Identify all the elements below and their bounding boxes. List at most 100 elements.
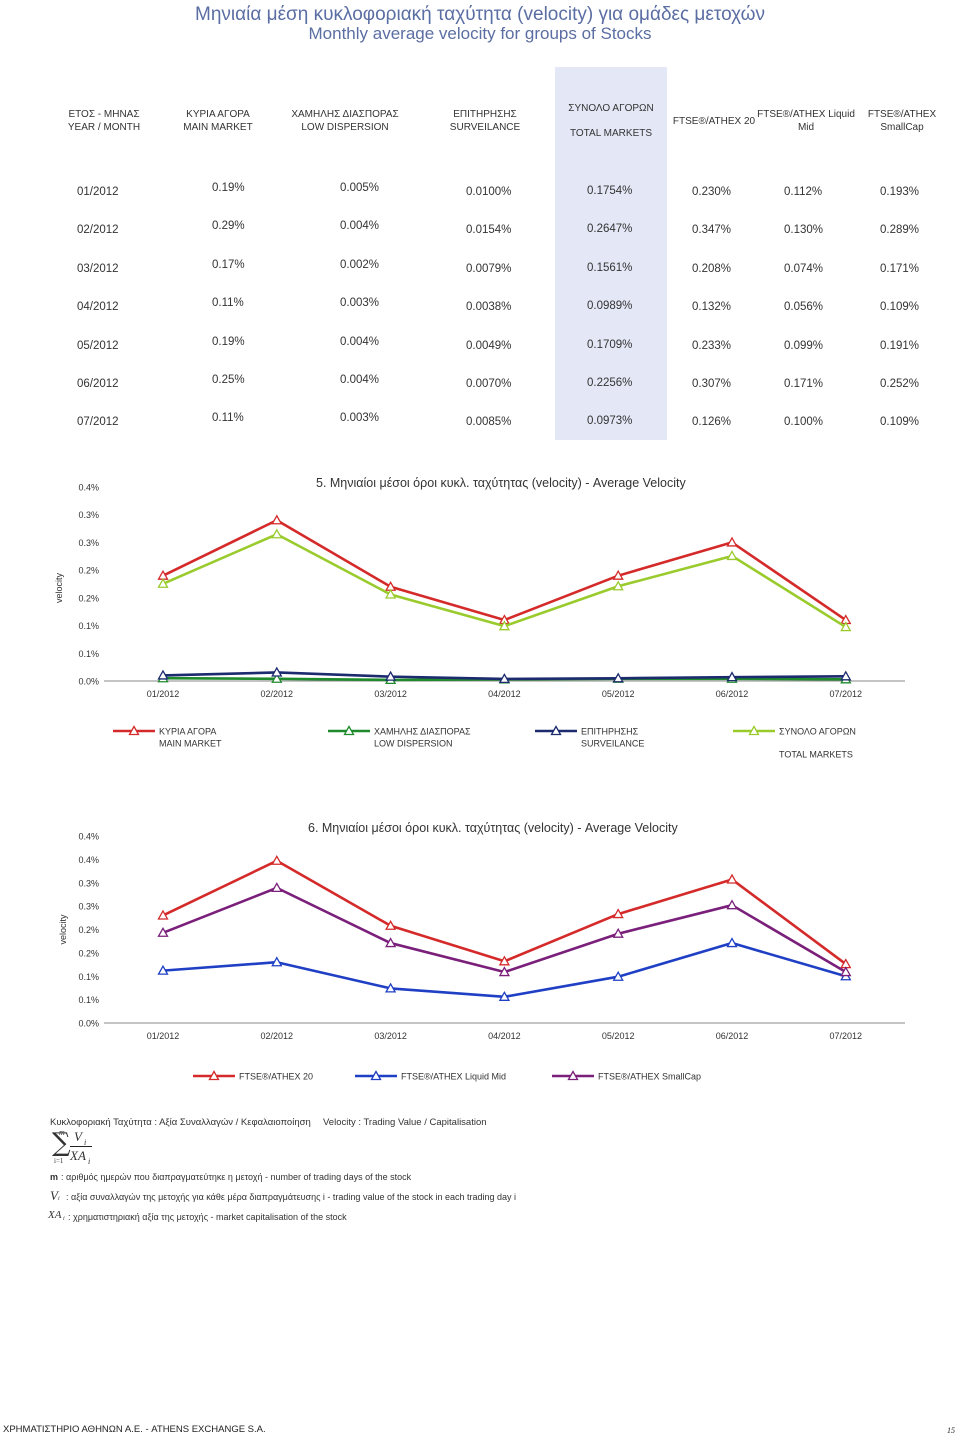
table-cell: 0.347% xyxy=(692,224,732,237)
data-point xyxy=(726,671,738,682)
table-cell: 0.0049% xyxy=(466,339,512,352)
legend-marker xyxy=(128,725,140,736)
data-point xyxy=(384,919,397,930)
data-point xyxy=(612,970,624,981)
table-cell: 0.002% xyxy=(340,258,380,271)
table-cell: 03/2012 xyxy=(77,262,119,275)
data-point xyxy=(384,937,397,948)
data-point xyxy=(271,666,283,677)
fraction-bar xyxy=(70,1146,92,1147)
table-header-english: SmallCap xyxy=(880,122,924,133)
y-tick-label: 0.1% xyxy=(78,621,99,631)
table-cell: 0.1709% xyxy=(587,338,633,351)
m-definition: : αριθμός ημερών που διαπραγματεύτηκε η … xyxy=(61,1172,412,1182)
table-cell: 0.0079% xyxy=(466,262,512,275)
footer-text: ΧΡΗΜΑΤΙΣΤΗΡΙΟ ΑΘΗΝΩΝ Α.Ε. - ATHENS EXCHA… xyxy=(3,1424,266,1435)
y-tick-label: 0.1% xyxy=(78,972,99,982)
y-tick-label: 0.1% xyxy=(78,995,99,1005)
data-point xyxy=(726,536,738,547)
y-tick-label: 0.2% xyxy=(78,593,99,603)
table-header-greek: ΕΠΙΤΗΡΗΣΗΣ xyxy=(453,109,517,120)
table-cell: 0.130% xyxy=(784,224,824,237)
table-cell: 0.099% xyxy=(784,339,824,352)
legend-label: ΣΥΝΟΛΟ ΑΓΟΡΩΝ xyxy=(779,727,856,737)
table-cell: 0.0070% xyxy=(466,378,512,390)
table-header-greek: FTSE®/ATHEX Liquid xyxy=(757,109,855,120)
page-title-greek: Μηνιαία μέση κυκλοφοριακή ταχύτητα (velo… xyxy=(195,4,765,25)
table-cell: 0.29% xyxy=(212,220,245,233)
table-cell: 0.2256% xyxy=(587,377,633,389)
y-tick-label: 0.2% xyxy=(78,566,99,576)
table-header-english: YEAR / MONTH xyxy=(67,122,141,133)
table-header-english: MAIN MARKET xyxy=(183,122,253,133)
data-point xyxy=(612,908,624,919)
table-cell: 0.004% xyxy=(340,374,380,386)
page-number: 15 xyxy=(947,1426,955,1435)
table-cell: 0.132% xyxy=(692,301,732,314)
legend-label: ΚΥΡΙΑ ΑΓΟΡΑ xyxy=(159,727,216,737)
table-header-greek: FTSE®/ATHEX xyxy=(867,109,937,120)
x-tick-label: 06/2012 xyxy=(716,689,749,699)
formula-numerator: V xyxy=(74,1129,82,1144)
formula-sum-lower: i=1 xyxy=(54,1157,64,1165)
table-cell: 05/2012 xyxy=(77,339,119,352)
table-cell: 0.003% xyxy=(340,412,380,425)
table-cell: 0.112% xyxy=(784,186,823,198)
legend-marker xyxy=(748,725,760,736)
y-tick-label: 0.0% xyxy=(78,1019,99,1029)
table-cell: 0.0154% xyxy=(466,224,512,237)
table-cell: 0.171% xyxy=(784,378,824,390)
data-point xyxy=(840,621,852,632)
data-point xyxy=(612,927,624,938)
table-header-greek: ΣΥΝΟΛΟ ΑΓΟΡΩΝ xyxy=(568,103,654,114)
table-header-cell: FTSE®/ATHEX Liquid Mid xyxy=(756,108,856,134)
data-point xyxy=(157,964,169,975)
table-header-cell: ΕΤΟΣ - ΜΗΝΑΣ YEAR / MONTH xyxy=(49,108,159,134)
legend-marker xyxy=(343,725,355,736)
table-cell: 0.1561% xyxy=(587,261,633,274)
table-cell: 0.11% xyxy=(212,412,244,425)
x-tick-label: 07/2012 xyxy=(830,1031,863,1041)
x-tick-label: 02/2012 xyxy=(261,1031,294,1041)
table-cell: 0.230% xyxy=(692,186,732,198)
series-line xyxy=(162,518,847,622)
y-tick-label: 0.3% xyxy=(78,538,99,548)
data-point xyxy=(726,899,738,910)
velocity-definition-greek: Κυκλοφοριακή Ταχύτητα : Αξία Συναλλαγών … xyxy=(50,1117,311,1128)
chart-title: 5. Μηνιαίοι μέσοι όροι κυκλ. ταχύτητας (… xyxy=(316,476,686,490)
y-tick-label: 0.0% xyxy=(78,677,99,687)
velocity-formula: m ∑ i=1 V i XA i xyxy=(50,1128,100,1168)
data-point xyxy=(498,966,511,977)
data-point xyxy=(498,673,511,684)
legend-label: ΕΠΙΤΗΡΗΣΗΣ xyxy=(581,727,639,737)
legend-label: SURVEILANCE xyxy=(581,739,644,749)
table-header-cell: FTSE®/ATHEX SmallCap xyxy=(857,108,947,134)
table-cell: 0.004% xyxy=(340,335,380,348)
table-cell: 0.074% xyxy=(784,262,824,275)
data-point xyxy=(612,672,624,683)
y-tick-label: 0.2% xyxy=(78,948,99,958)
x-tick-label: 05/2012 xyxy=(602,689,635,699)
table-cell: 0.004% xyxy=(340,220,380,233)
data-point xyxy=(840,966,852,977)
x-tick-label: 06/2012 xyxy=(716,1031,749,1041)
legend-label: FTSE®/ATHEX Liquid Mid xyxy=(401,1072,506,1082)
table-header-cell: ΚΥΡΙΑ ΑΓΟΡΑ MAIN MARKET xyxy=(163,108,273,134)
page-title-english: Monthly average velocity for groups of S… xyxy=(308,24,652,43)
xa-symbol: XA xyxy=(48,1209,62,1221)
table-header-cell: ΧΑΜΗΛΗΣ ΔΙΑΣΠΟΡΑΣ LOW DISPERSION xyxy=(275,108,415,134)
xa-definition: : χρηματιστηριακή αξία της μετοχής - mar… xyxy=(68,1212,347,1222)
data-point xyxy=(612,569,624,580)
data-point xyxy=(384,588,397,599)
data-point xyxy=(157,926,169,937)
table-cell: 0.0085% xyxy=(466,416,512,429)
y-tick-label: 0.3% xyxy=(78,510,99,520)
table-header-english: SURVEILANCE xyxy=(449,122,521,133)
data-point xyxy=(271,854,283,865)
data-point xyxy=(271,882,283,893)
data-point xyxy=(157,669,169,680)
x-tick-label: 04/2012 xyxy=(488,1031,521,1041)
table-header-cell: ΕΠΙΤΗΡΗΣΗΣ SURVEILANCE xyxy=(425,108,545,134)
table-cell: 0.252% xyxy=(880,378,920,390)
table-cell: 0.2647% xyxy=(587,223,633,236)
